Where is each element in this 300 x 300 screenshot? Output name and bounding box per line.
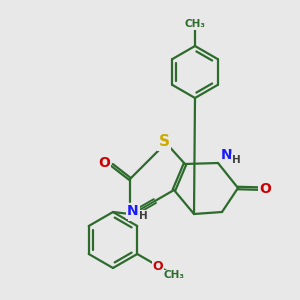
Text: O: O xyxy=(153,260,163,272)
Text: O: O xyxy=(259,182,271,196)
Text: N: N xyxy=(221,148,233,162)
Text: N: N xyxy=(127,204,139,218)
Text: O: O xyxy=(98,156,110,170)
Text: C: C xyxy=(129,207,138,220)
Text: H: H xyxy=(139,211,147,221)
Text: H: H xyxy=(232,155,240,165)
Text: CH₃: CH₃ xyxy=(164,271,185,281)
Text: S: S xyxy=(158,134,169,149)
Text: CH₃: CH₃ xyxy=(184,19,206,29)
